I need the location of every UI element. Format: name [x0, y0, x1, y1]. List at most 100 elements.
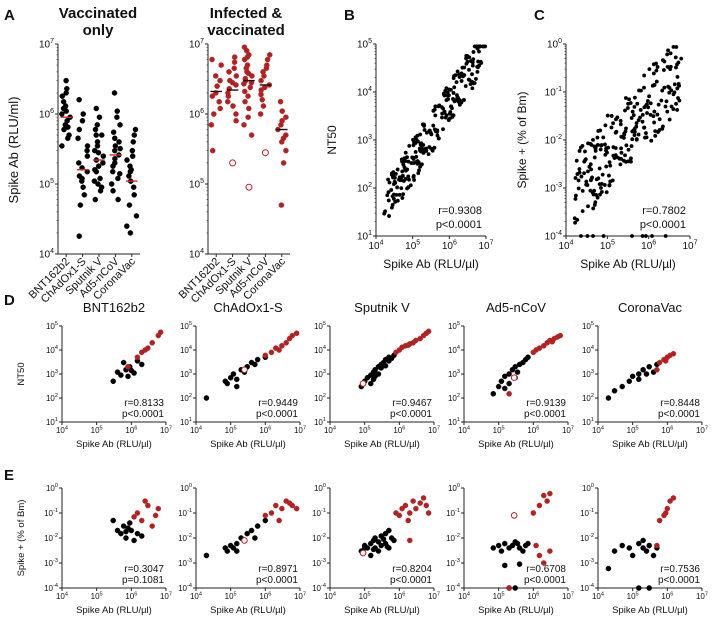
panel-A-point — [59, 143, 65, 149]
panel-C-point — [638, 108, 643, 112]
panel-D-4-vaccinated-point — [498, 378, 505, 384]
panel-E-5-vaccinated-point — [636, 540, 642, 547]
panel-A-point — [258, 77, 264, 84]
panel-C-point — [632, 133, 637, 138]
panel-B-point — [418, 141, 423, 146]
panel-C-ytick-label: 10-4 — [545, 230, 562, 243]
panel-C-point — [591, 137, 595, 142]
panel-C-point — [606, 173, 611, 178]
panel-E-4-xtick-label: 106 — [527, 591, 539, 601]
panel-C-point — [634, 137, 639, 142]
panel-E-1-infected-point — [131, 514, 137, 520]
panel-B-point — [471, 50, 476, 54]
panel-B-point — [464, 61, 469, 66]
panel-D-4-ytick-label: 105 — [448, 321, 460, 331]
panel-C-point — [631, 128, 636, 133]
panel-C-point — [664, 99, 669, 104]
panel-D-5-vaccinated-point — [629, 373, 636, 380]
panel-D-1-infected-point — [157, 329, 164, 335]
panel-C-point — [630, 137, 635, 142]
panel-A-point — [124, 157, 130, 163]
panel-C-point — [645, 111, 649, 115]
panel-C-point — [579, 174, 584, 179]
panel-C-point — [578, 145, 583, 150]
panel-D-5-ytick-label: 105 — [582, 321, 594, 331]
panel-A-point — [226, 69, 232, 75]
panel-E-4-vaccinated-point — [502, 540, 508, 547]
panel-D-3-ytick-label: 104 — [314, 345, 326, 355]
panel-A-point — [245, 93, 251, 99]
panel-C-point — [624, 143, 629, 148]
panel-C-point — [642, 85, 646, 90]
panel-C-point — [621, 135, 626, 140]
panel-D-1-ytick-label: 101 — [46, 417, 58, 427]
panel-C-point — [675, 86, 680, 91]
panel-B-point — [443, 88, 448, 93]
panel-E-2-infected-point — [289, 502, 296, 509]
panel-C-point — [632, 104, 637, 109]
panel-D-1-vaccinated-point — [125, 373, 131, 380]
panel-E-1-r: r=0.3047 — [124, 564, 164, 575]
panel-A-point — [110, 129, 117, 135]
panel-E-1-infected-point — [149, 523, 155, 529]
panel-E-3-infected-point — [410, 498, 416, 504]
panel-D-3-ytick-label: 103 — [314, 369, 326, 379]
panel-D-5-vaccinated-point — [626, 378, 633, 384]
panel-A-point — [84, 153, 91, 159]
panel-B-point — [407, 143, 412, 148]
panel-B-point — [466, 77, 471, 82]
panel-E-1-ytick-label: 10-2 — [44, 533, 58, 543]
panel-C-point — [609, 125, 614, 130]
panel-A-point — [117, 122, 123, 128]
panel-E-2-p: p<0.0001 — [256, 575, 298, 586]
panel-A-point — [233, 111, 239, 117]
panel-C-point — [619, 156, 624, 161]
panel-A-point — [84, 147, 90, 154]
panel-C-point — [667, 85, 672, 90]
panel-D-4-ytick-label: 103 — [448, 369, 460, 379]
panel-C-point — [628, 101, 633, 105]
panel-B-point — [414, 154, 419, 159]
panel-A-point — [128, 166, 134, 173]
panel-C-point — [642, 73, 647, 78]
panel-B-point — [459, 78, 464, 83]
panel-E-3-infected-point — [413, 505, 419, 512]
panel-C-point — [623, 153, 627, 158]
panel-E-5-vaccinated-point — [646, 585, 652, 591]
panel-B-point — [400, 159, 405, 164]
panel-C-point — [598, 192, 602, 197]
panel-B-point — [415, 159, 420, 164]
panel-B-point — [480, 44, 485, 49]
panel-A-point — [117, 145, 123, 152]
panel-C-point — [611, 121, 616, 126]
panel-A-point — [258, 91, 264, 98]
panel-D-5-vaccinated-point — [605, 395, 612, 401]
panel-D-1-vaccinated-point — [139, 361, 145, 368]
panel-D-5-vaccinated-point — [611, 388, 618, 394]
panel-E-2-vaccinated-point — [234, 548, 240, 554]
panel-C-point — [647, 94, 652, 99]
panel-D-3-r: r=0.9467 — [392, 398, 432, 409]
panel-C-point — [654, 79, 659, 84]
panel-C-point — [604, 148, 608, 153]
panel-C-point — [618, 122, 623, 127]
panel-E-5-xtick-label: 107 — [696, 591, 708, 601]
panel-D-1-r: r=0.8133 — [124, 398, 164, 409]
panel-label-A: A — [4, 7, 15, 24]
panel-A-point — [242, 88, 248, 95]
panel-C-point — [602, 182, 607, 187]
panel-C-point — [635, 101, 640, 106]
panel-B-point — [424, 148, 429, 153]
panel-E-2-infected-point — [273, 502, 279, 509]
panel-E-3-xtick-label: 106 — [393, 591, 405, 601]
panel-C-point — [609, 113, 614, 118]
panel-E-4-vaccinated-point — [490, 545, 497, 551]
panel-C-point — [640, 119, 645, 124]
panel-C-point — [668, 64, 673, 69]
panel-A-point — [59, 93, 66, 99]
panel-D-2-ytick-label: 102 — [180, 393, 192, 403]
panel-A-point — [225, 93, 232, 99]
panel-D-2-ytick-label: 104 — [180, 345, 192, 355]
panel-E-4-infected-point — [547, 548, 553, 554]
panel-D-5-xtick-label: 107 — [696, 425, 708, 435]
